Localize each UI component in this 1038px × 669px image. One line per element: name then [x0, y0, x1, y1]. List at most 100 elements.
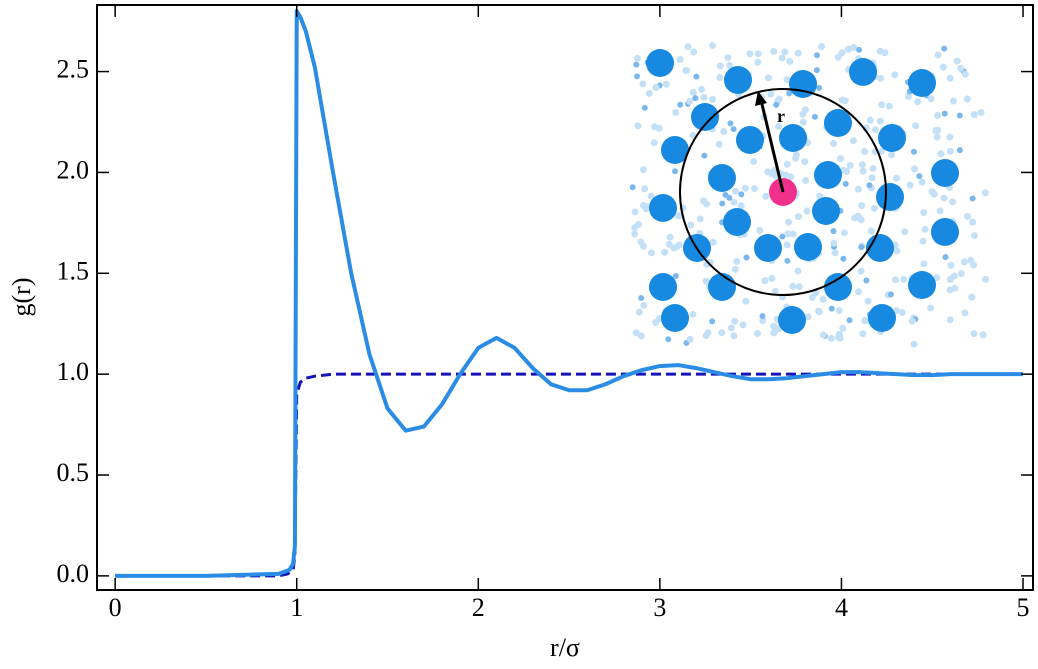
particle [649, 273, 677, 301]
bg-particle [750, 157, 758, 165]
bg-particle [638, 295, 645, 302]
bg-particle [801, 106, 809, 114]
bg-particle [779, 233, 786, 240]
bg-particle [842, 180, 849, 187]
bg-particle [811, 113, 818, 120]
bg-particle [709, 42, 717, 50]
bg-particle [634, 221, 642, 229]
bg-particle [957, 64, 965, 72]
bg-particle [856, 46, 863, 53]
bg-particle [910, 340, 918, 348]
bg-particle [858, 161, 866, 169]
radius-arrow [759, 99, 785, 193]
bg-particle [866, 116, 874, 124]
bg-particle [970, 111, 978, 119]
particle [779, 124, 807, 152]
bg-particle [724, 54, 732, 62]
particle [649, 194, 677, 222]
bg-particle [738, 191, 745, 198]
y-tick-label: 2.0 [57, 155, 90, 184]
bg-particle [759, 317, 767, 325]
bg-particle [854, 288, 862, 296]
bg-particle [652, 319, 660, 327]
bg-particle [941, 110, 948, 117]
bg-particle [753, 329, 761, 337]
bg-particle [722, 191, 729, 198]
bg-particle [893, 247, 901, 255]
bg-particle [919, 237, 927, 245]
bg-particle [933, 133, 941, 141]
bg-particle [770, 329, 778, 337]
bg-particle [813, 67, 820, 74]
bg-particle [937, 150, 945, 158]
bg-particle [939, 63, 947, 71]
bg-particle [878, 101, 886, 109]
bg-particle [870, 204, 878, 212]
bg-particle [953, 57, 961, 65]
particle [646, 49, 674, 77]
bg-particle [918, 178, 926, 186]
bg-particle [844, 45, 852, 53]
bg-particle [946, 147, 954, 155]
bg-particle [702, 332, 710, 340]
bg-particle [863, 277, 870, 284]
bg-particle [768, 275, 776, 283]
bg-particle [838, 96, 846, 104]
bg-particle [709, 318, 716, 325]
bg-particle [754, 50, 762, 58]
bg-particle [634, 73, 641, 80]
bg-particle [912, 122, 920, 130]
bg-particle [703, 200, 711, 208]
bg-particle [892, 276, 900, 284]
bg-particle [816, 84, 823, 91]
bg-particle [775, 95, 783, 103]
bg-particle [677, 101, 684, 108]
bg-particle [730, 198, 738, 206]
bg-particle [732, 187, 740, 195]
bg-particle [898, 308, 906, 316]
bg-particle [839, 324, 847, 332]
bg-particle [979, 331, 987, 339]
particle [789, 70, 817, 98]
bg-particle [675, 212, 683, 220]
bg-particle [786, 57, 794, 65]
inset-label: r [777, 106, 785, 126]
bg-particle [767, 90, 775, 98]
bg-particle [936, 207, 944, 215]
bg-particle [690, 48, 698, 56]
bg-particle [840, 255, 847, 262]
bg-particle [819, 295, 827, 303]
bg-particle [956, 112, 963, 119]
bg-particle [846, 162, 854, 170]
bg-particle [846, 317, 853, 324]
bg-particle [946, 316, 954, 324]
bg-particle [641, 104, 648, 111]
bg-particle [781, 48, 789, 56]
bg-particle [720, 128, 728, 136]
bg-particle [901, 228, 909, 236]
x-tick-label: 5 [1017, 593, 1030, 622]
bg-particle [742, 297, 750, 305]
bg-particle [819, 331, 827, 339]
particle [908, 271, 936, 299]
bg-particle [946, 133, 954, 141]
particle [908, 69, 936, 97]
bg-particle [928, 188, 936, 196]
bg-particle [934, 111, 942, 119]
bg-particle [977, 109, 985, 117]
particle [824, 109, 852, 137]
arrow-head [755, 91, 767, 106]
bg-particle [672, 108, 680, 116]
bg-particle [787, 173, 795, 181]
bg-particle [716, 62, 724, 70]
bg-particle [866, 182, 873, 189]
bg-particle [743, 254, 750, 261]
bg-particle [719, 200, 726, 207]
bg-particle [831, 249, 839, 257]
bg-particle [940, 194, 948, 202]
bg-particle [933, 274, 941, 282]
bg-particle [871, 126, 879, 134]
bg-particle [682, 67, 690, 75]
bg-particle [794, 213, 802, 221]
